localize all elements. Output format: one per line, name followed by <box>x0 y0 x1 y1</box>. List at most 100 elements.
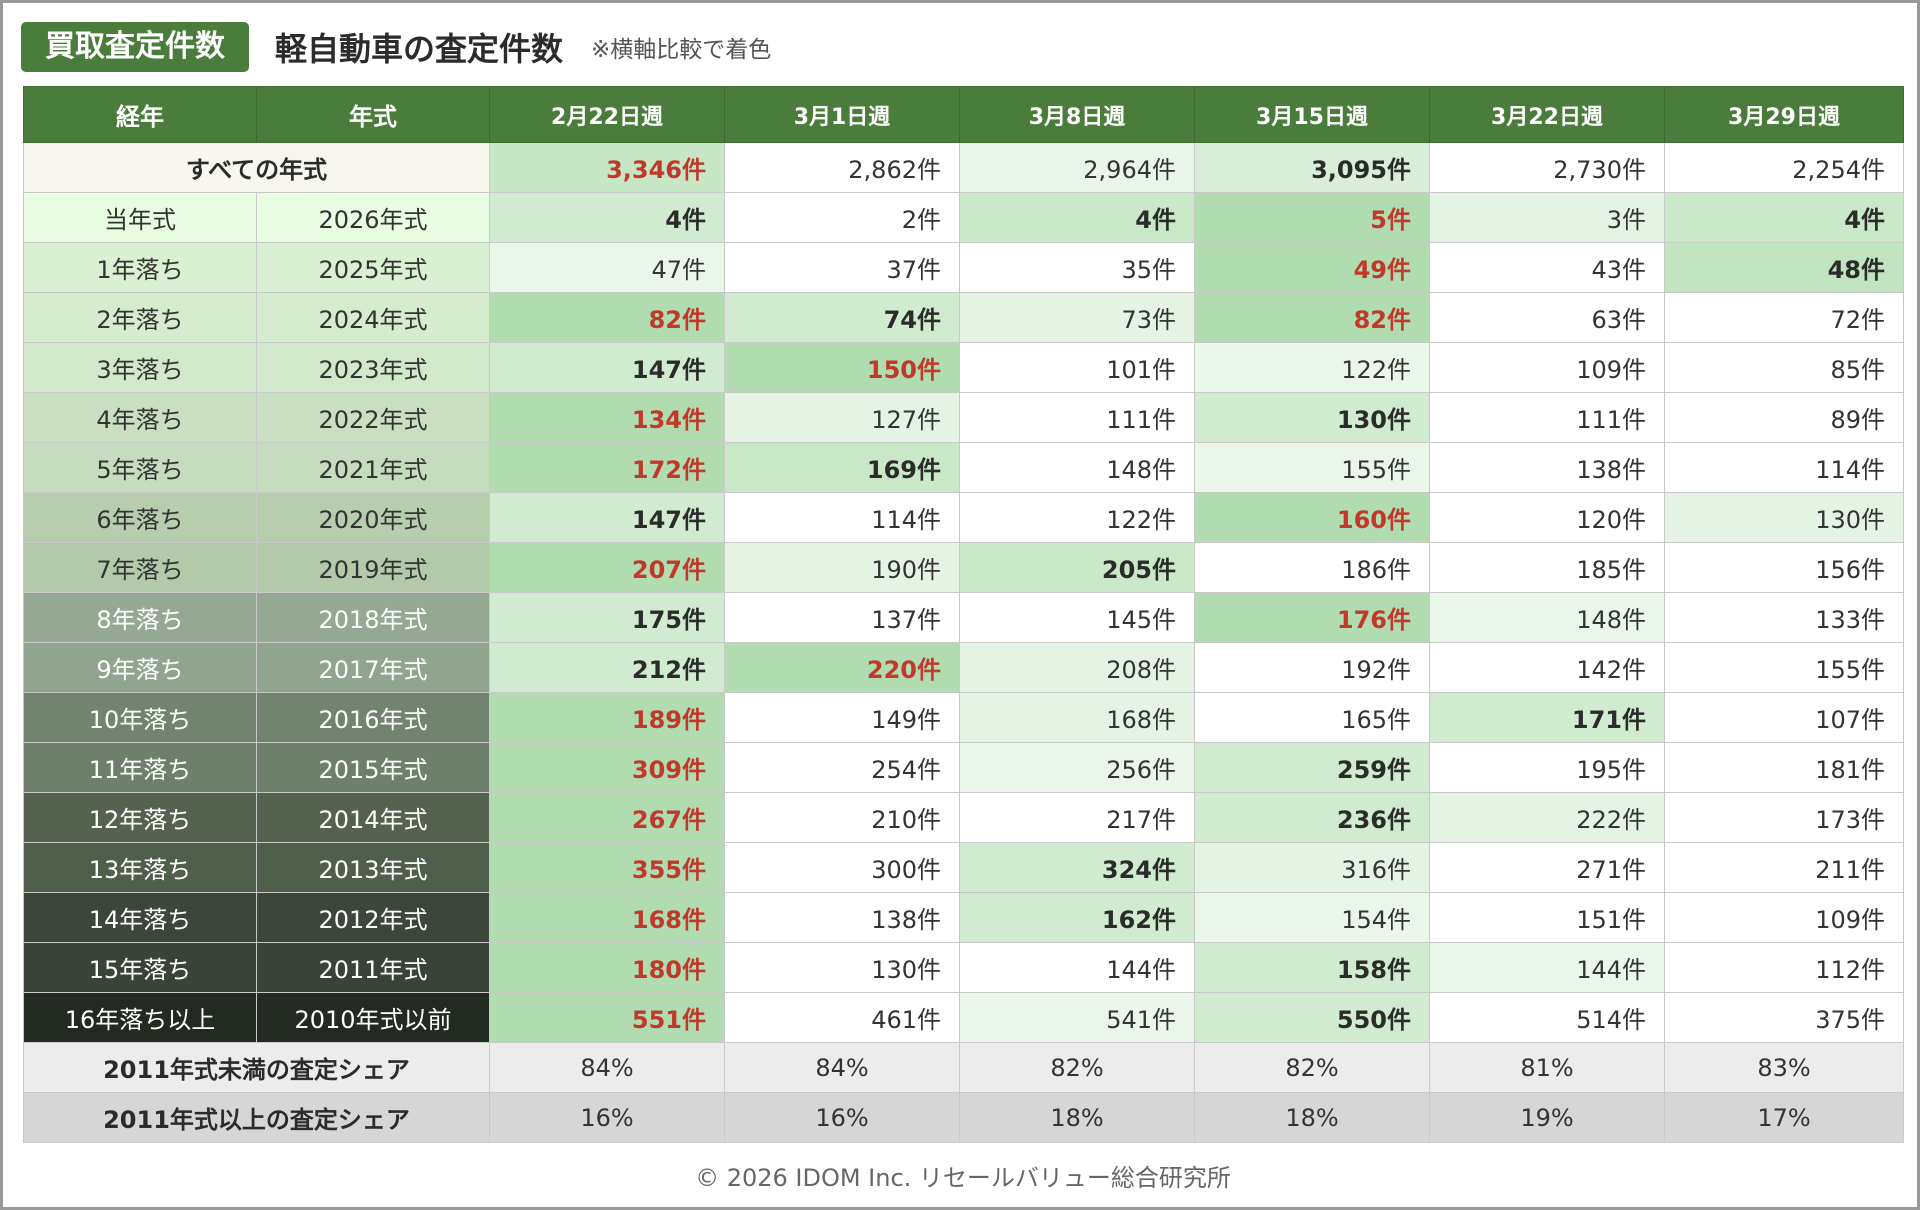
count-value: 101件 <box>1106 356 1176 384</box>
count-value: 2,862件 <box>848 156 941 184</box>
count-cell: 375件 <box>1664 992 1904 1043</box>
share-value: 17% <box>1664 1092 1904 1143</box>
age-label: 15年落ち <box>23 942 257 993</box>
count-value: 300件 <box>871 856 941 884</box>
column-header: 3月22日週 <box>1429 86 1665 143</box>
count-cell: 190件 <box>724 542 960 593</box>
count-cell: 144件 <box>1429 942 1665 993</box>
count-cell: 134件 <box>489 392 725 443</box>
count-cell: 133件 <box>1664 592 1904 643</box>
count-value: 147件 <box>631 506 706 534</box>
table-row: 13年落ち 2013年式 355件 300件 324件 316件 271件 211件 <box>23 842 1904 893</box>
count-cell: 147件 <box>489 342 725 393</box>
age-label: 9年落ち <box>23 642 257 693</box>
model-year-label: 2024年式 <box>256 292 490 343</box>
age-label: 16年落ち以上 <box>23 992 257 1043</box>
count-value: 316件 <box>1341 856 1411 884</box>
table-body: すべての年式 3,346件 2,862件 2,964件 3,095件 2,730件 2,25… <box>23 142 1904 1143</box>
count-value: 107件 <box>1815 706 1885 734</box>
count-value: 169件 <box>866 456 941 484</box>
count-cell: 5件 <box>1194 192 1430 243</box>
count-cell: 130件 <box>724 942 960 993</box>
share-row: 2011年式未満の査定シェア 84% 84% 82% 82% 81% 83% <box>23 1042 1904 1093</box>
count-cell: 43件 <box>1429 242 1665 293</box>
count-cell: 130件 <box>1194 392 1430 443</box>
count-cell: 181件 <box>1664 742 1904 793</box>
count-cell: 48件 <box>1664 242 1904 293</box>
count-value: 541件 <box>1106 1006 1176 1034</box>
table-row: 2年落ち 2024年式 82件 74件 73件 82件 63件 72件 <box>23 292 1904 343</box>
count-value: 49件 <box>1353 256 1411 284</box>
count-value: 156件 <box>1815 556 1885 584</box>
count-cell: 189件 <box>489 692 725 743</box>
count-cell: 172件 <box>489 442 725 493</box>
count-value: 48件 <box>1827 256 1885 284</box>
model-year-label: 2013年式 <box>256 842 490 893</box>
count-value: 3,095件 <box>1311 156 1411 184</box>
count-value: 142件 <box>1576 656 1646 684</box>
table-row: 当年式 2026年式 4件 2件 4件 5件 3件 4件 <box>23 192 1904 243</box>
model-year-label: 2022年式 <box>256 392 490 443</box>
count-value: 47件 <box>651 256 706 284</box>
count-cell: 145件 <box>959 592 1195 643</box>
count-value: 151件 <box>1576 906 1646 934</box>
count-value: 120件 <box>1576 506 1646 534</box>
share-value: 82% <box>1194 1042 1430 1093</box>
count-value: 82件 <box>648 306 706 334</box>
count-value: 267件 <box>631 806 706 834</box>
count-value: 171件 <box>1571 706 1646 734</box>
table-row: 11年落ち 2015年式 309件 254件 256件 259件 195件 181件 <box>23 742 1904 793</box>
count-value: 155件 <box>1341 456 1411 484</box>
age-label: 13年落ち <box>23 842 257 893</box>
count-value: 149件 <box>871 706 941 734</box>
count-value: 176件 <box>1336 606 1411 634</box>
count-cell: 168件 <box>489 892 725 943</box>
count-value: 172件 <box>631 456 706 484</box>
count-cell: 107件 <box>1664 692 1904 743</box>
column-header: 2月22日週 <box>489 86 725 143</box>
table-row: 1年落ち 2025年式 47件 37件 35件 49件 43件 48件 <box>23 242 1904 293</box>
model-year-label: 2026年式 <box>256 192 490 243</box>
count-cell: 47件 <box>489 242 725 293</box>
count-cell: 210件 <box>724 792 960 843</box>
count-value: 222件 <box>1576 806 1646 834</box>
copyright-footer: © 2026 IDOM Inc. リセールバリュー総合研究所 <box>695 1164 1231 1192</box>
count-cell: 144件 <box>959 942 1195 993</box>
model-year-label: 2021年式 <box>256 442 490 493</box>
count-value: 89件 <box>1830 406 1885 434</box>
count-value: 190件 <box>871 556 941 584</box>
count-value: 207件 <box>631 556 706 584</box>
count-value: 550件 <box>1336 1006 1411 1034</box>
count-value: 236件 <box>1336 806 1411 834</box>
count-value: 122件 <box>1341 356 1411 384</box>
count-cell: 138件 <box>724 892 960 943</box>
age-label: 11年落ち <box>23 742 257 793</box>
count-cell: 541件 <box>959 992 1195 1043</box>
count-cell: 309件 <box>489 742 725 793</box>
count-value: 3,346件 <box>606 156 706 184</box>
count-cell: 109件 <box>1664 892 1904 943</box>
table-row: 15年落ち 2011年式 180件 130件 144件 158件 144件 112件 <box>23 942 1904 993</box>
count-value: 355件 <box>631 856 706 884</box>
column-header: 経年 <box>23 86 257 143</box>
age-label: 10年落ち <box>23 692 257 743</box>
count-cell: 461件 <box>724 992 960 1043</box>
count-cell: 185件 <box>1429 542 1665 593</box>
count-value: 130件 <box>871 956 941 984</box>
table-row: 5年落ち 2021年式 172件 169件 148件 155件 138件 114件 <box>23 442 1904 493</box>
count-cell: 89件 <box>1664 392 1904 443</box>
count-value: 160件 <box>1336 506 1411 534</box>
count-cell: 186件 <box>1194 542 1430 593</box>
count-cell: 259件 <box>1194 742 1430 793</box>
table-row: 16年落ち以上 2010年式以前 551件 461件 541件 550件 514件 375件 <box>23 992 1904 1043</box>
count-cell: 271件 <box>1429 842 1665 893</box>
count-value: 220件 <box>866 656 941 684</box>
table-row: 7年落ち 2019年式 207件 190件 205件 186件 185件 156件 <box>23 542 1904 593</box>
share-value: 16% <box>724 1092 960 1143</box>
table-row: 6年落ち 2020年式 147件 114件 122件 160件 120件 130件 <box>23 492 1904 543</box>
category-badge: 買取査定件数 <box>21 22 249 72</box>
count-value: 211件 <box>1815 856 1885 884</box>
age-label: 12年落ち <box>23 792 257 843</box>
count-value: 122件 <box>1106 506 1176 534</box>
count-value: 165件 <box>1341 706 1411 734</box>
